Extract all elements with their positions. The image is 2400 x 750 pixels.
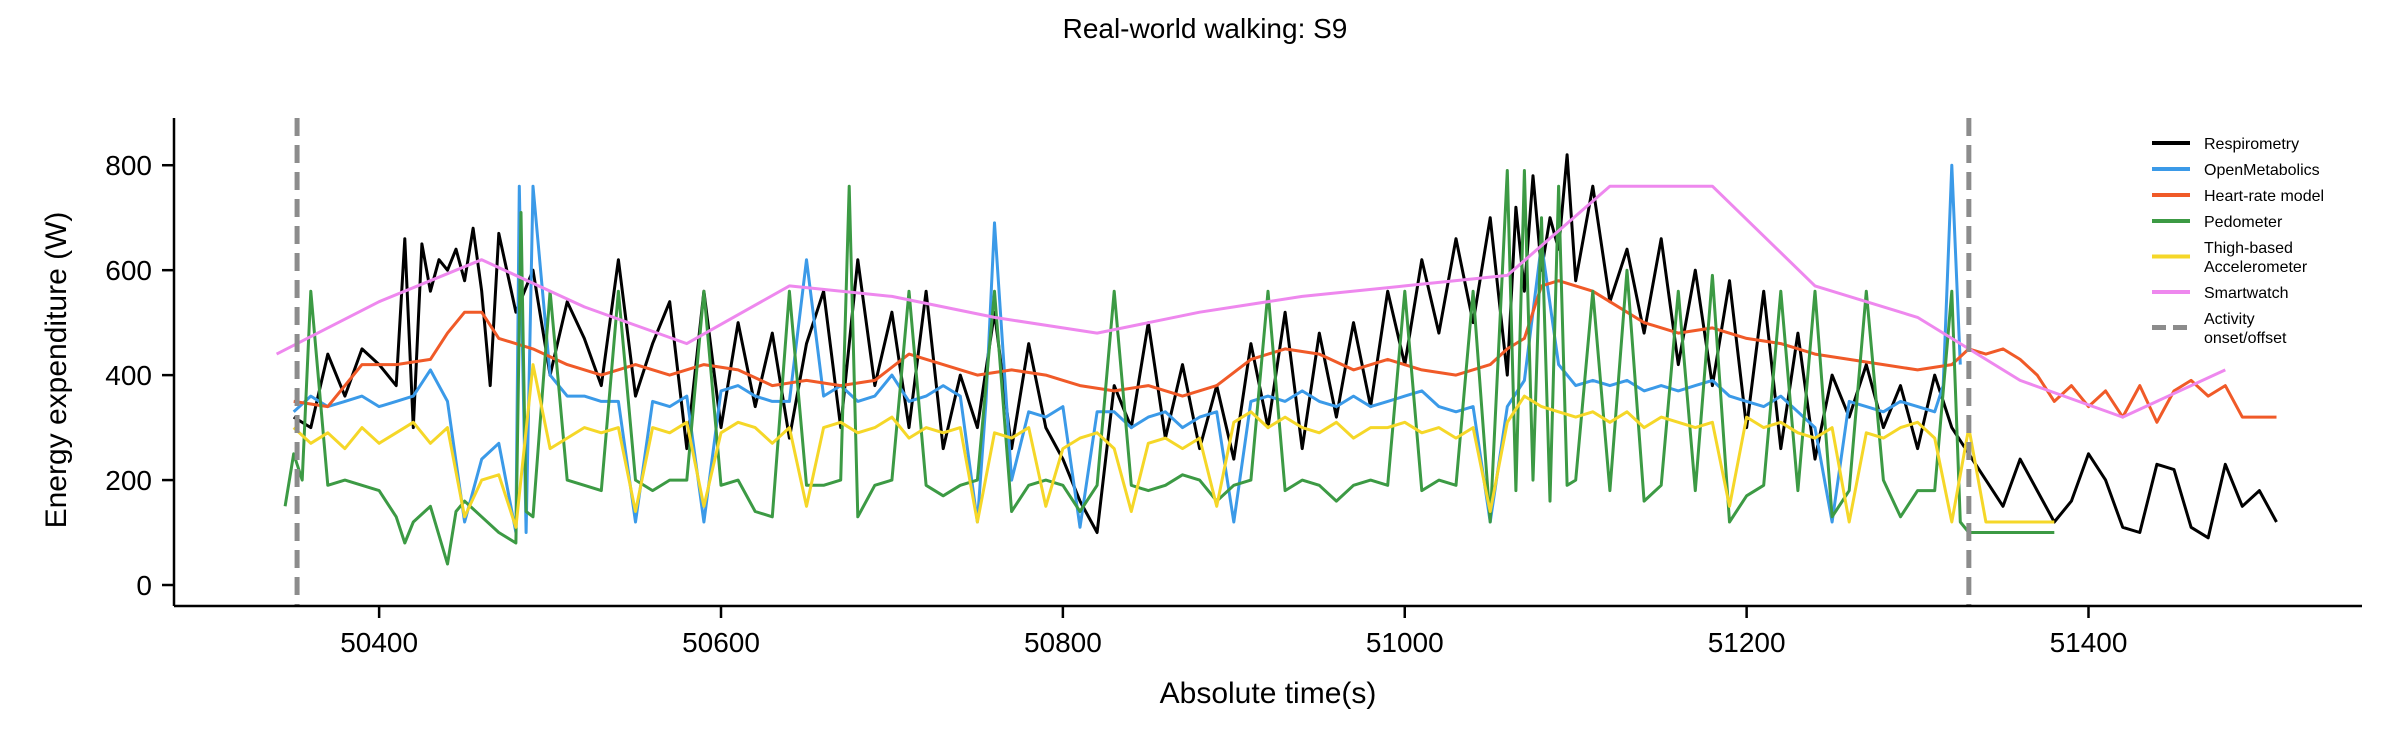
legend-label-2: Heart-rate model [2204,188,2324,205]
x-tick-label-51000: 51000 [1366,627,1444,658]
chart-title: Real-world walking: S9 [1063,13,1348,44]
y-tick-label-600: 600 [105,255,152,286]
legend-label-5: Smartwatch [2204,285,2288,302]
x-axis-title: Absolute time(s) [1160,677,1377,710]
series-line-thigh-based-accelerometer [292,363,2055,529]
y-axis-title: Energy expenditure (W) [40,212,73,529]
x-tick-label-50600: 50600 [682,627,760,658]
y-ticks: 0 200 400 600 800 [105,150,174,601]
x-tick-label-50800: 50800 [1024,627,1102,658]
x-tick-label-51400: 51400 [2050,627,2128,658]
x-tick-label-50400: 50400 [340,627,418,658]
y-tick-label-200: 200 [105,465,152,496]
y-tick-label-400: 400 [105,360,152,391]
axes [172,118,2362,608]
plot-lines [275,118,2278,606]
series-line-pedometer [283,169,2055,566]
x-ticks: 50400 50600 50800 51000 51200 51400 [340,606,2127,658]
y-tick-label-0: 0 [136,570,152,601]
legend-label-4: Accelerometer [2204,259,2308,276]
legend: Respirometry OpenMetabolics Heart-rate mod… [2152,136,2324,347]
x-tick-label-51200: 51200 [1708,627,1786,658]
legend-label-1: OpenMetabolics [2204,162,2320,179]
y-tick-label-800: 800 [105,150,152,181]
legend-label-6: onset/offset [2204,330,2287,347]
legend-label-0: Respirometry [2204,136,2299,153]
legend-label-4: Thigh-based [2204,240,2293,257]
legend-label-6: Activity [2204,311,2255,328]
series-line-smartwatch [275,184,2226,419]
legend-label-3: Pedometer [2204,214,2283,231]
series-line-openmetabolics [292,163,1962,534]
series-line-heart-rate-model [293,279,2277,424]
